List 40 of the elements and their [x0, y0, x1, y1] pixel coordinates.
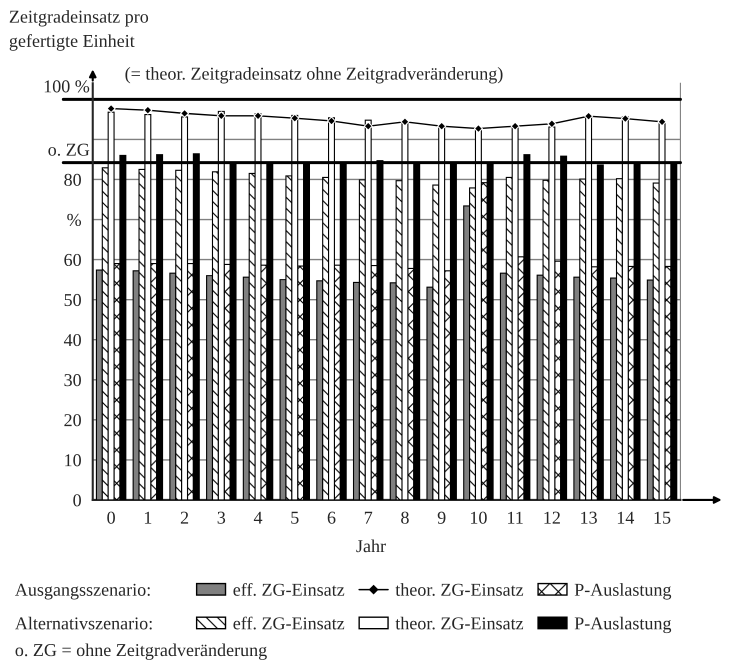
x-tick-label: 4 — [254, 512, 262, 524]
x-tick-label: 1 — [144, 512, 152, 524]
y-tick-label: 80 — [64, 174, 81, 186]
x-tick-label: 8 — [401, 512, 409, 524]
y-tick-label: 0 — [73, 494, 81, 506]
legend-label: eff. ZG-Einsatz — [233, 616, 344, 630]
x-tick-label: 3 — [218, 512, 226, 524]
x-tick-label: 9 — [438, 512, 446, 524]
ref-line-label: 100 % — [44, 80, 90, 93]
x-axis-title: Jahr — [356, 539, 386, 552]
y-tick-label: 20 — [64, 414, 81, 426]
x-tick-label: 2 — [180, 512, 188, 524]
legend-label: theor. ZG-Einsatz — [395, 616, 524, 630]
x-tick-label: 6 — [328, 512, 336, 524]
x-tick-label: 14 — [618, 512, 634, 524]
x-tick-label: 11 — [508, 512, 523, 524]
legend-label: P-Auslastung — [574, 616, 672, 634]
y-axis-title: Zeitgradeinsatz pro gefertigte Einheit — [10, 10, 148, 51]
y-tick-label: 30 — [64, 374, 81, 386]
y-tick-label: 60 — [64, 254, 81, 266]
legend-label: eff. ZG-Einsatz — [233, 582, 344, 596]
text: o. ZG = ohne Zeitgradveränderung — [16, 643, 267, 660]
y-tick-label: 10 — [65, 454, 81, 466]
x-tick-label: 7 — [364, 512, 372, 524]
point — [106, 104, 116, 114]
text: Ausgangsszenario: — [15, 584, 150, 600]
text: Alternativszenario: — [15, 616, 152, 630]
y-tick-label: % — [67, 214, 82, 226]
annotation: (= theor. Zeitgradeinsatz ohne Zeitgradveränderung) — [125, 67, 503, 84]
legend-label: P-Auslastung — [574, 583, 672, 600]
ref-line-label: o. ZG — [48, 144, 90, 156]
legend-label: theor. ZG-Einsatz — [395, 583, 524, 596]
y-tick-label: 40 — [64, 334, 81, 346]
y-tick-label: 50 — [64, 294, 81, 306]
x-tick-label: 12 — [544, 512, 560, 524]
x-tick-label: 10 — [470, 512, 487, 524]
x-tick-label: 0 — [107, 512, 115, 524]
x-tick-label: 15 — [654, 512, 670, 524]
x-tick-label: 13 — [581, 512, 597, 524]
x-tick-label: 5 — [291, 512, 299, 524]
